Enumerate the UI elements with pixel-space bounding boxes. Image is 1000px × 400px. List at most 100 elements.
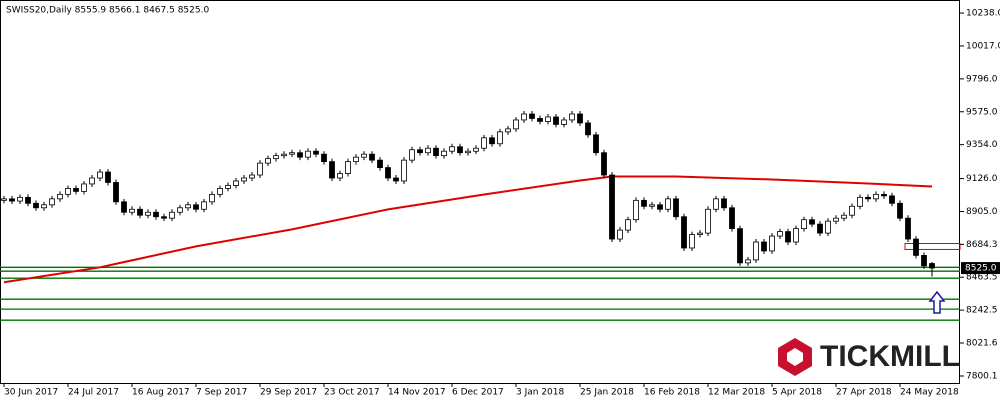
candle-body — [513, 119, 519, 130]
chart-title: SWISS20,Daily 8555.9 8566.1 8467.5 8525.… — [6, 6, 209, 16]
candle-body — [33, 202, 39, 209]
candle-body — [177, 207, 183, 213]
candle-body — [649, 204, 655, 207]
candle-body — [353, 156, 359, 163]
y-tick-label: 9354.0 — [966, 140, 998, 150]
candle-body — [705, 208, 711, 234]
candle-body — [593, 134, 599, 154]
candle-body — [849, 205, 855, 216]
candle-body — [665, 198, 671, 210]
candle-body — [673, 198, 679, 218]
candle-body — [49, 198, 55, 206]
candle-body — [809, 219, 815, 225]
candle-body — [697, 232, 703, 235]
x-tick-label: 23 Oct 2017 — [324, 388, 380, 398]
candle-body — [489, 137, 495, 145]
candle-body — [241, 177, 247, 182]
candle-body — [217, 188, 223, 195]
y-tick-label: 9796.0 — [966, 74, 998, 84]
candle-body — [929, 263, 935, 269]
candle-body — [785, 231, 791, 243]
y-tick-label: 9575.0 — [966, 107, 998, 117]
logo-icon-inner — [787, 348, 803, 366]
candle-body — [873, 193, 879, 200]
candle-body — [897, 202, 903, 219]
x-tick-label: 25 Jan 2018 — [580, 388, 634, 398]
candle-body — [249, 174, 255, 179]
candle-body — [201, 201, 207, 210]
candle-body — [737, 228, 743, 264]
candle-body — [393, 177, 399, 182]
candle-body — [193, 204, 199, 210]
candle-body — [153, 211, 159, 218]
candle-body — [441, 150, 447, 157]
candle-body — [537, 118, 543, 122]
candle-body — [289, 152, 295, 155]
candle-body — [641, 199, 647, 207]
candle-body — [41, 204, 47, 209]
x-tick-label: 24 May 2018 — [900, 388, 959, 398]
candle-body — [577, 113, 583, 124]
moving-average — [3, 175, 933, 284]
candle-body — [777, 231, 783, 237]
candle-body — [121, 201, 127, 213]
x-tick-label: 16 Aug 2017 — [132, 388, 190, 398]
x-tick-label: 12 Mar 2018 — [708, 388, 765, 398]
candle-body — [681, 216, 687, 249]
y-tick-label: 9126.0 — [966, 174, 998, 184]
candle-body — [481, 137, 487, 149]
candle-body — [817, 223, 823, 234]
candle-body — [337, 173, 343, 179]
candle-body — [305, 150, 311, 158]
candle-body — [417, 149, 423, 154]
x-tick-label: 3 Jan 2018 — [516, 388, 564, 398]
candle-body — [281, 153, 287, 157]
candle-body — [833, 217, 839, 222]
candle-body — [185, 204, 191, 209]
candle-body — [473, 147, 479, 152]
candle-body — [881, 193, 887, 197]
candle-body — [913, 238, 919, 256]
candle-body — [633, 199, 639, 221]
candle-body — [825, 220, 831, 234]
logo: TICKMILL — [778, 338, 960, 376]
candle-body — [17, 196, 23, 202]
candle-body — [9, 198, 15, 202]
candle-body — [297, 152, 303, 158]
candle-body — [161, 216, 167, 219]
candle-body — [465, 150, 471, 154]
y-tick-label: 8463.5 — [966, 273, 998, 283]
y-tick-label: 8905.0 — [966, 207, 998, 217]
candle-body — [921, 255, 927, 267]
x-tick-label: 30 Jun 2017 — [4, 388, 58, 398]
candle-body — [89, 177, 95, 185]
candle-body — [545, 116, 551, 122]
candle-body — [129, 208, 135, 213]
y-tick-label: 8242.5 — [966, 306, 998, 316]
price-box — [961, 262, 1000, 275]
candle-body — [377, 159, 383, 168]
candle-body — [321, 153, 327, 163]
candle-body — [457, 146, 463, 154]
candle-body — [521, 113, 527, 121]
candle-body — [505, 128, 511, 133]
y-tick-label: 10238.0 — [966, 9, 1000, 19]
candle-body — [81, 183, 87, 192]
candle-body — [233, 180, 239, 186]
y-tick-label: 8021.6 — [966, 339, 998, 349]
candle-body — [729, 207, 735, 230]
candle-body — [105, 171, 111, 183]
candle-body — [57, 193, 63, 200]
x-tick-label: 6 Dec 2017 — [452, 388, 504, 398]
plot-frame — [0, 0, 960, 384]
candle-body — [73, 188, 79, 192]
candle-body — [625, 219, 631, 231]
candle-body — [569, 113, 575, 121]
candle-body — [721, 198, 727, 209]
candle-body — [225, 185, 231, 189]
candle-body — [433, 147, 439, 157]
candle-body — [801, 219, 807, 230]
candle-body — [865, 196, 871, 200]
candle-body — [497, 131, 503, 145]
